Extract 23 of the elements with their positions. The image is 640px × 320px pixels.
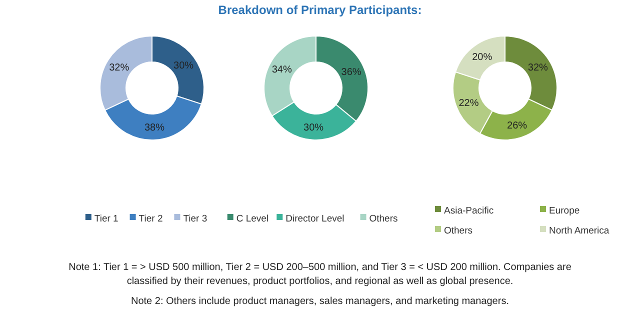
data-label: 38% <box>144 122 165 134</box>
text: Note 1: Tier 1 = > USD 500 million, Tier 2 = USD 200–500 million, and Tier 3 = < USD 200 million. Companies are classified by their revenues, product portfolios, and regional as well as global presence. <box>68 262 572 287</box>
legend-label: North America <box>549 225 610 236</box>
text: Note 2: Others include product managers, sales managers, and marketing managers. <box>131 296 509 307</box>
legend-label: Director Level <box>286 213 344 224</box>
legend-label: Tier 1 <box>94 213 118 224</box>
legend-label: Tier 2 <box>138 213 163 224</box>
data-label: 30% <box>174 60 194 72</box>
data-label: 34% <box>272 64 292 76</box>
data-label: 36% <box>341 66 362 78</box>
legend-label: Others <box>369 213 398 224</box>
legend-label: Tier 3 <box>183 213 208 224</box>
data-label: 32% <box>109 62 130 74</box>
data-label: 22% <box>458 98 479 109</box>
chart-title: Breakdown of Primary Participants: <box>218 3 422 17</box>
legend-label: C Level <box>236 213 269 224</box>
data-label: 30% <box>304 122 324 134</box>
legend-label: Asia-Pacific <box>444 205 494 216</box>
legend-label: Europe <box>549 205 580 216</box>
data-label: 32% <box>528 62 548 74</box>
legend-label: Others <box>444 225 473 236</box>
data-label: 26% <box>507 120 528 132</box>
data-label: 20% <box>472 52 492 63</box>
